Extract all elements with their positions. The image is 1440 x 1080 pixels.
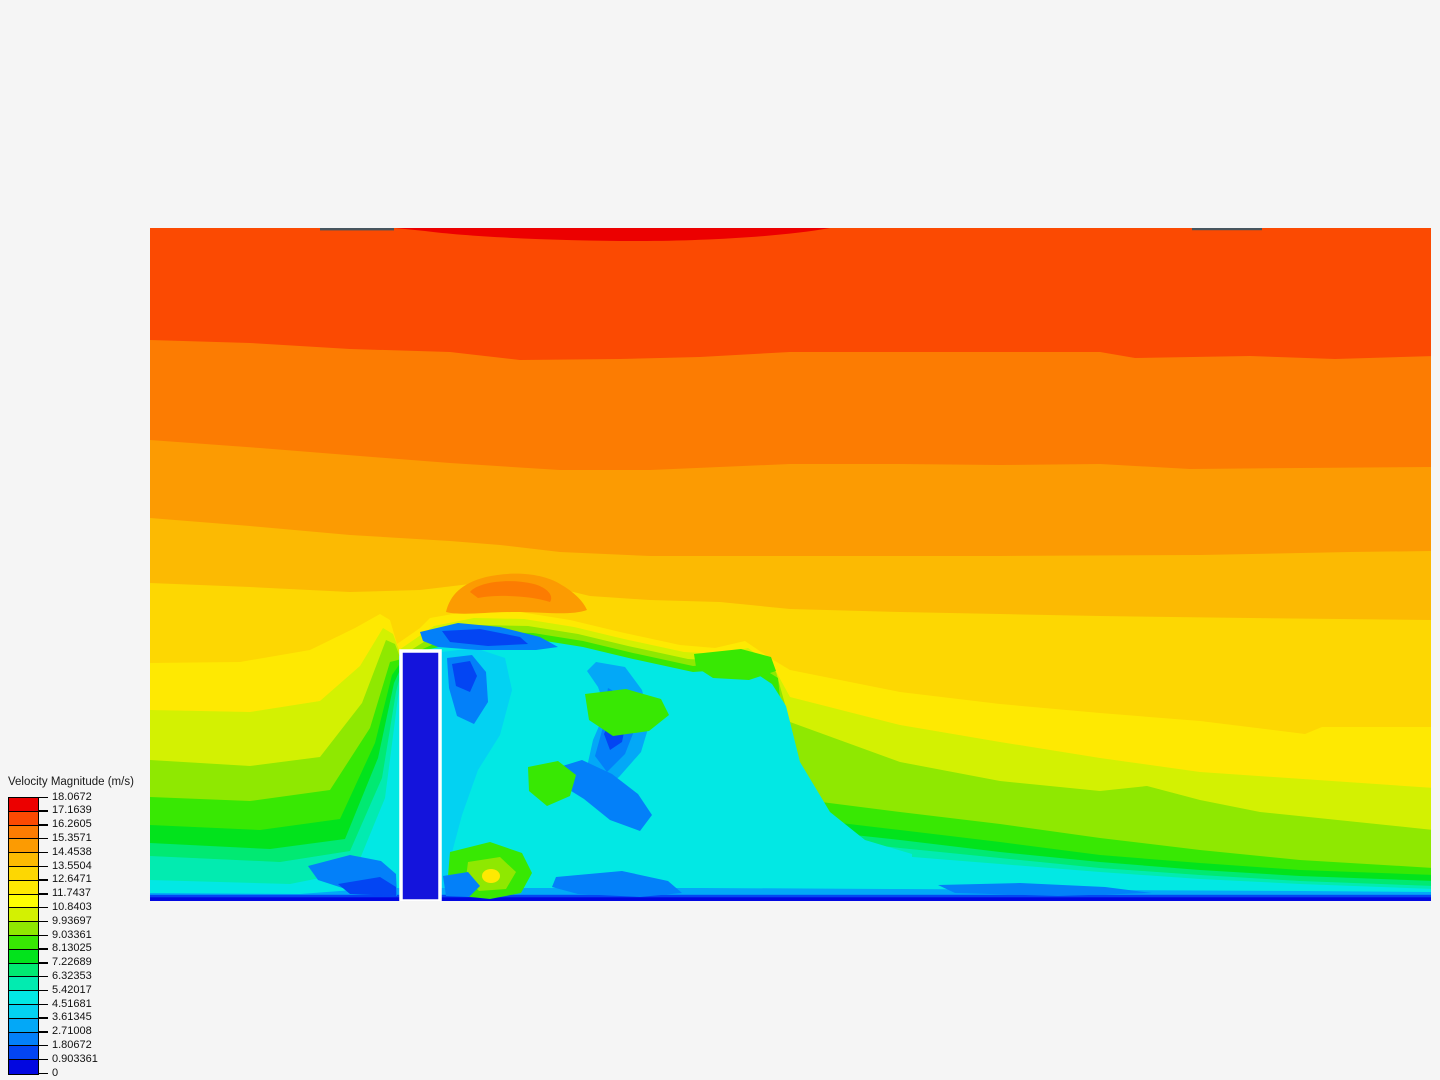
legend-band	[9, 880, 38, 895]
legend-tick	[38, 962, 48, 964]
legend-tick-label: 0.903361	[52, 1052, 98, 1065]
legend-tick	[38, 879, 48, 881]
legend-band	[9, 825, 38, 840]
velocity-contour-plot	[150, 228, 1434, 903]
legend-tick	[38, 837, 48, 840]
legend-band	[9, 963, 38, 978]
top-edge-artifact-left	[320, 228, 394, 231]
legend-tick	[38, 1031, 48, 1033]
wake-darkblue-spot	[452, 661, 477, 692]
colorbar-legend: Velocity Magnitude (m/s) 18.0672 17.1639 1…	[5, 776, 150, 1079]
legend-tick	[38, 893, 48, 895]
legend-tick-label: 8.13025	[52, 942, 92, 955]
legend-tick	[38, 934, 48, 936]
wake-green-island-1	[585, 689, 669, 736]
near-ground-layer	[150, 842, 1434, 901]
legend-tick-label: 14.4538	[52, 845, 92, 858]
legend-band	[9, 1018, 38, 1033]
ground-blue-patch-2	[938, 883, 1152, 896]
acceleration-dome	[446, 573, 587, 614]
obstacle-geometry	[399, 649, 442, 903]
legend-tick-label: 12.6471	[52, 873, 92, 886]
legend-tick-label: 5.42017	[52, 983, 92, 996]
ground-yellow-core	[482, 869, 500, 883]
legend-band	[9, 935, 38, 950]
legend-tick	[38, 810, 48, 812]
wake-green-island-3	[528, 761, 576, 806]
legend-tick-label: 18.0672	[52, 790, 92, 803]
legend-tick-label: 4.51681	[52, 997, 92, 1010]
legend-title: Velocity Magnitude (m/s)	[8, 776, 134, 788]
legend-tick	[38, 865, 48, 867]
legend-band	[9, 949, 38, 964]
legend-tick-label: 16.2605	[52, 818, 92, 831]
legend-tick-label: 1.80672	[52, 1038, 92, 1051]
legend-tick-label: 3.61345	[52, 1011, 92, 1024]
legend-tick-label: 6.32353	[52, 969, 92, 982]
legend-tick	[38, 796, 48, 798]
legend-tick	[38, 920, 48, 923]
wake-cyan-blob	[399, 638, 912, 896]
legend-tick	[38, 824, 48, 826]
legend-tick	[38, 906, 48, 909]
legend-tick-label: 9.93697	[52, 914, 92, 927]
legend-band	[9, 1032, 38, 1047]
legend-band	[9, 811, 38, 826]
legend-tick-label: 2.71008	[52, 1025, 92, 1038]
legend-band	[9, 853, 38, 867]
top-edge-artifacts	[320, 228, 1262, 231]
legend-colorbar	[8, 797, 39, 1075]
wake-region	[399, 623, 912, 896]
ground-blue-line	[150, 894, 1431, 898]
legend-band	[9, 839, 38, 854]
legend-band	[9, 1046, 38, 1061]
legend-band	[9, 894, 38, 909]
legend-band	[9, 977, 38, 992]
legend-tick-label: 11.7437	[52, 887, 91, 900]
legend-band	[9, 908, 38, 923]
legend-tick-label: 7.22689	[52, 956, 92, 969]
legend-band	[9, 922, 38, 936]
legend-tick	[38, 1044, 48, 1047]
legend-band	[9, 991, 38, 1005]
wake-green-island-2	[694, 649, 776, 680]
legend-band	[9, 798, 38, 812]
legend-tick-label: 13.5504	[52, 859, 92, 872]
wake-blue-streak	[556, 760, 652, 831]
cfd-render-viewport[interactable]	[150, 228, 1434, 903]
ground-blue-patch-1	[552, 871, 682, 897]
legend-band	[9, 1004, 38, 1019]
legend-tick-label: 0	[52, 1066, 59, 1079]
legend-tick	[38, 851, 48, 854]
contour-band-18-red	[395, 228, 830, 241]
obstacle-base-left-dark	[338, 877, 396, 896]
legend-tick	[38, 948, 48, 950]
obstacle-base-right-blue	[443, 872, 480, 897]
legend-tick	[38, 1003, 48, 1005]
legend-tick	[38, 1058, 48, 1061]
legend-tick	[38, 1072, 48, 1074]
legend-tick-label: 17.1639	[52, 804, 92, 817]
legend-tick-label: 10.8403	[52, 900, 92, 913]
top-edge-artifact-right	[1192, 228, 1262, 231]
legend-tick-label: 9.03361	[52, 928, 92, 941]
separation-bubble-core	[442, 629, 528, 646]
ground-darkblue-line	[150, 897, 1431, 901]
legend-tick	[38, 975, 48, 978]
legend-band	[9, 866, 38, 881]
dome-orange-core	[470, 581, 552, 602]
legend-tick-label: 15.3571	[52, 831, 92, 844]
legend-band	[9, 1060, 38, 1074]
legend-tick	[38, 1017, 48, 1019]
legend-tick	[38, 989, 48, 992]
